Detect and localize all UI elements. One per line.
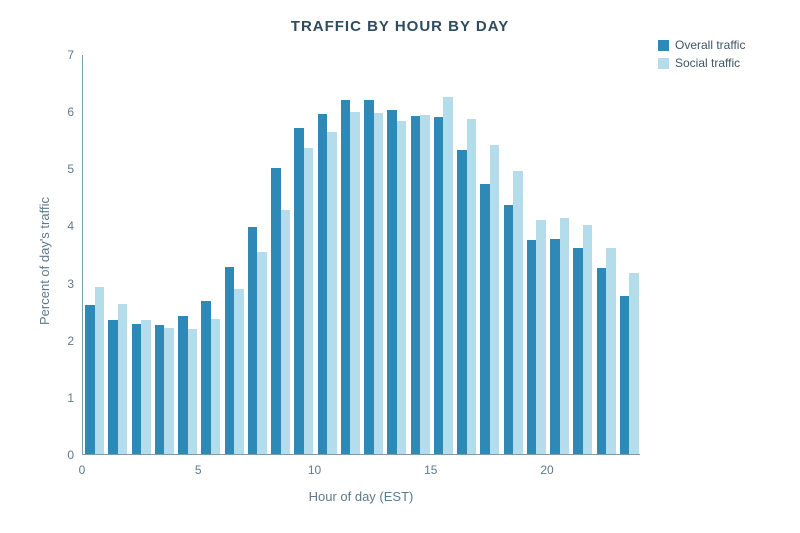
chart-title: TRAFFIC BY HOUR BY DAY: [0, 0, 800, 35]
bar: [443, 97, 453, 454]
y-tick-label: 4: [54, 219, 74, 233]
bar: [629, 273, 639, 454]
bar: [188, 329, 198, 454]
x-tick-label: 15: [424, 463, 437, 477]
bar: [597, 268, 607, 454]
bar: [118, 304, 128, 454]
bar: [281, 210, 291, 454]
bar: [480, 184, 490, 454]
legend-item: Social traffic: [658, 56, 745, 70]
bar: [248, 227, 258, 454]
bar: [504, 205, 514, 454]
bar: [327, 132, 337, 454]
bars-layer: [83, 55, 640, 454]
bar: [434, 117, 444, 454]
bar: [620, 296, 630, 454]
bar: [583, 225, 593, 454]
bar: [387, 110, 397, 454]
chart-container: TRAFFIC BY HOUR BY DAY Overall traffic So…: [0, 0, 800, 533]
y-tick-label: 0: [54, 448, 74, 462]
bar: [141, 320, 151, 454]
x-tick-label: 0: [79, 463, 86, 477]
bar: [294, 128, 304, 454]
legend-swatch: [658, 58, 669, 69]
bar: [350, 112, 360, 454]
bar: [536, 220, 546, 454]
y-tick-label: 3: [54, 277, 74, 291]
bar: [513, 171, 523, 454]
x-tick-label: 10: [308, 463, 321, 477]
bar: [155, 325, 165, 454]
bar: [490, 145, 500, 454]
bar: [132, 324, 142, 454]
y-axis-label: Percent of day's traffic: [37, 197, 52, 325]
bar: [95, 287, 105, 454]
y-tick-label: 5: [54, 162, 74, 176]
legend-item: Overall traffic: [658, 38, 745, 52]
y-tick-label: 7: [54, 48, 74, 62]
bar: [304, 148, 314, 454]
legend: Overall traffic Social traffic: [658, 38, 745, 74]
bar: [178, 316, 188, 454]
bar: [257, 252, 267, 454]
bar: [573, 248, 583, 454]
bar: [467, 119, 477, 454]
bar: [397, 121, 407, 454]
bar: [606, 248, 616, 454]
bar: [211, 319, 221, 454]
bar: [550, 239, 560, 454]
bar: [225, 267, 235, 454]
bar: [560, 218, 570, 454]
bar: [527, 240, 537, 454]
legend-swatch: [658, 40, 669, 51]
bar: [85, 305, 95, 454]
plot-area: [82, 55, 640, 455]
bar: [318, 114, 328, 454]
legend-label: Overall traffic: [675, 38, 745, 52]
bar: [234, 289, 244, 454]
legend-label: Social traffic: [675, 56, 740, 70]
bar: [374, 113, 384, 454]
x-tick-label: 20: [540, 463, 553, 477]
y-tick-label: 1: [54, 391, 74, 405]
bar: [108, 320, 118, 454]
bar: [411, 116, 421, 454]
bar: [457, 150, 467, 454]
bar: [341, 100, 351, 454]
x-axis-label: Hour of day (EST): [82, 489, 640, 504]
x-tick-label: 5: [195, 463, 202, 477]
y-tick-label: 2: [54, 334, 74, 348]
bar: [271, 168, 281, 454]
bar: [201, 301, 211, 454]
bar: [164, 328, 174, 454]
bar: [364, 100, 374, 454]
bar: [420, 115, 430, 454]
y-tick-label: 6: [54, 105, 74, 119]
